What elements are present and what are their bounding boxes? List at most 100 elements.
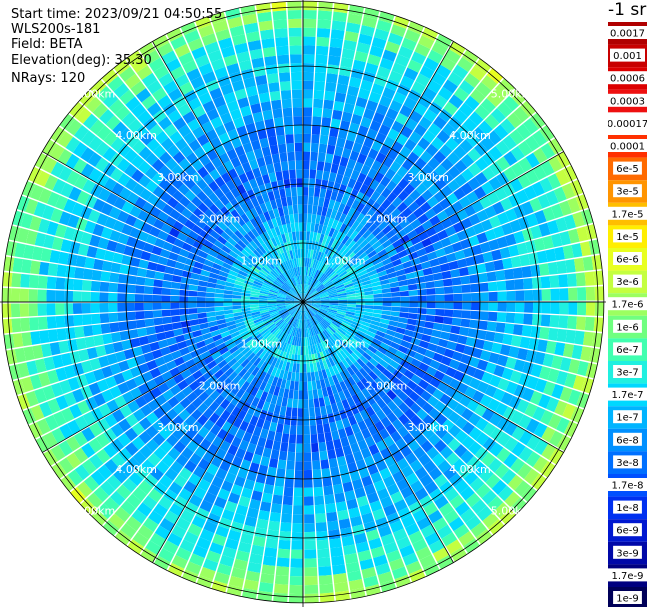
range-bin [258,326,268,334]
range-bin [112,252,124,264]
range-bin [249,299,259,302]
range-bin [275,198,283,208]
range-bin [340,472,352,484]
range-bin [320,275,328,284]
range-bin [509,89,526,106]
range-bin [496,156,511,171]
range-bin [247,326,258,333]
range-bin [525,418,540,434]
range-bin [363,287,373,292]
range-bin [144,166,158,180]
range-bin [214,496,227,509]
range-bin [171,524,187,539]
range-bin [277,459,287,470]
range-bin [383,262,394,270]
range-bin [119,66,136,82]
range-bin [187,118,201,132]
range-bin [209,168,221,181]
range-bin [200,244,211,254]
colorbar-label-bg [608,297,647,311]
range-bin [382,292,392,298]
range-bin [282,424,291,435]
range-bin [394,54,410,67]
range-bin [410,414,422,427]
range-bin [576,287,587,301]
range-bin [121,254,132,266]
range-bin [511,425,526,441]
range-bin [521,325,532,337]
range-bin [19,288,29,302]
range-bin [241,161,252,173]
range-bin [274,358,281,369]
range-bin [279,321,287,330]
range-bin [103,428,117,443]
range-bin [294,299,303,302]
range-bin [331,20,346,31]
range-bin [303,284,305,294]
range-bin [384,214,395,225]
range-bin [379,57,394,71]
range-ring-label: 3.00km [157,421,199,434]
range-bin [349,76,362,88]
range-bin [510,255,522,268]
range-bin [382,306,392,311]
range-bin [50,144,65,161]
range-bin [303,295,310,302]
range-bin [153,65,170,80]
range-bin [388,234,400,244]
range-bin [303,71,314,81]
range-bin [29,215,42,231]
range-bin [291,407,298,417]
range-bin [42,205,55,220]
range-bin [196,133,210,147]
range-bin [373,297,383,302]
range-bin [47,329,59,343]
range-bin [234,229,244,240]
range-bin [556,260,567,274]
range-bin [14,347,26,363]
range-bin [232,417,243,429]
range-bin [427,395,440,408]
range-bin [306,222,311,232]
range-bin [397,425,409,438]
range-bin [386,389,397,401]
range-bin [270,180,279,191]
range-bin [106,399,120,413]
range-bin [324,90,336,101]
range-bin [318,143,328,154]
range-bin [206,234,217,245]
range-bin [225,8,241,20]
range-bin [454,501,471,516]
range-bin [441,532,458,547]
range-bin [432,240,444,251]
range-bin [17,227,30,244]
range-bin [181,385,193,397]
range-bin [413,385,425,397]
range-bin [184,415,197,427]
range-bin [378,525,392,538]
range-bin [491,479,507,495]
range-bin [249,553,263,565]
range-bin [419,150,433,164]
range-bin [335,363,343,373]
range-bin [443,309,454,317]
range-bin [295,372,300,382]
range-bin [327,55,341,66]
range-bin [347,386,357,397]
range-bin [525,451,541,468]
field-label: Field: BETA [11,37,83,52]
range-bin [353,282,363,288]
range-ring-label: 1.00km [324,254,366,267]
range-bin [179,196,191,208]
range-bin [540,461,556,478]
range-bin [409,110,423,124]
range-bin [328,172,337,183]
range-bin [77,243,89,256]
range-bin [344,263,353,271]
range-bin [396,536,411,550]
range-bin [524,135,540,152]
range-bin [316,36,330,47]
range-bin [292,514,303,524]
range-bin [310,327,314,337]
range-bin [287,316,294,325]
